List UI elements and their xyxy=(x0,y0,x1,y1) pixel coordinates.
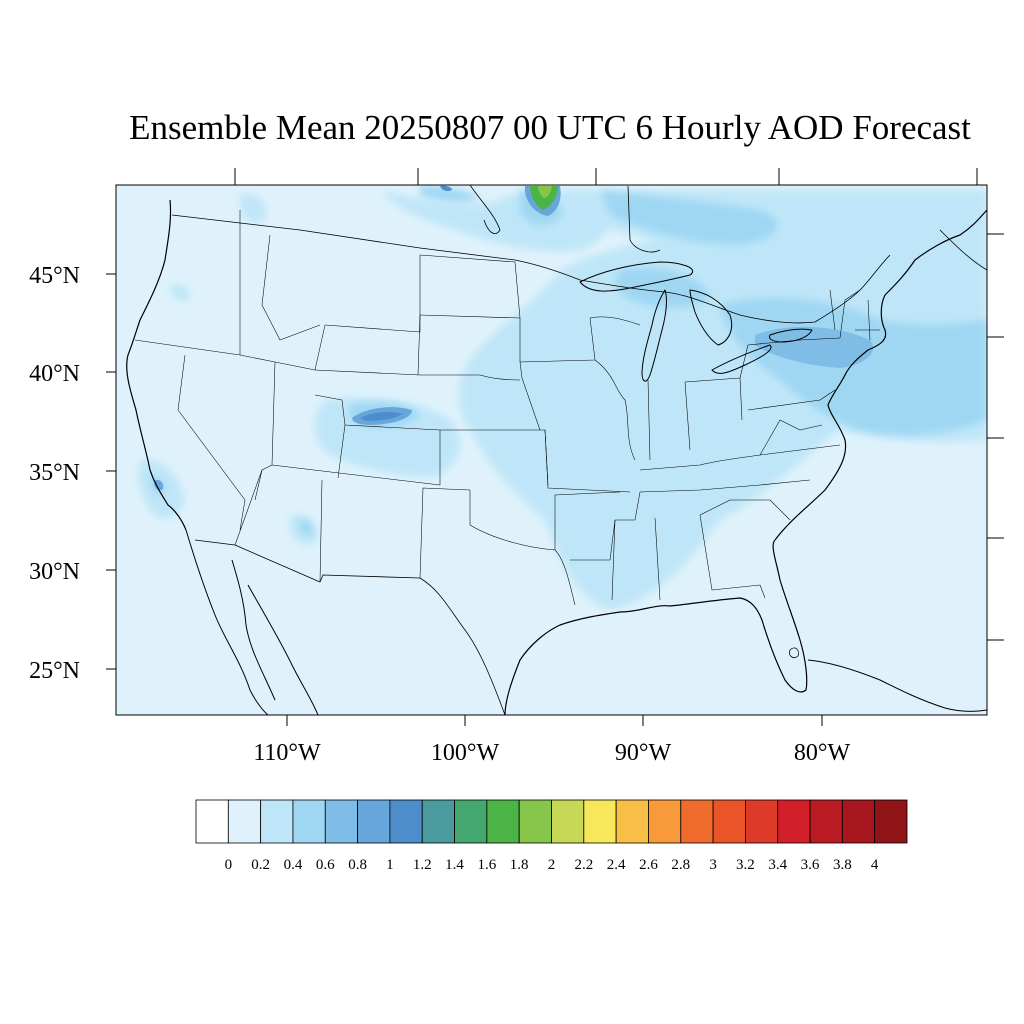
colorbar-label: 2.6 xyxy=(639,857,658,873)
aod-high-regions xyxy=(154,185,874,491)
colorbar-label: 0.8 xyxy=(348,857,367,873)
map-boundaries xyxy=(126,185,987,715)
colorbar-swatch xyxy=(809,799,843,844)
aod-contours xyxy=(138,185,987,610)
longitude-labels: 110°W 100°W 90°W 80°W xyxy=(253,740,850,766)
map-title: Ensemble Mean 20250807 00 UTC 6 Hourly A… xyxy=(129,108,971,147)
colorbar-label: 3 xyxy=(709,857,717,873)
mexico-west-coastline xyxy=(247,584,319,715)
colorbar-swatch xyxy=(324,799,358,844)
colorbar-swatch xyxy=(648,799,682,844)
colorbar-label: 3.6 xyxy=(801,857,820,873)
lake-ontario xyxy=(769,328,813,343)
baja-coastline xyxy=(185,529,269,715)
colorbar-label: 3.2 xyxy=(736,857,755,873)
colorbar-swatch xyxy=(227,799,262,844)
colorbar-swatch xyxy=(421,799,455,844)
colorbar-label: 3.4 xyxy=(768,857,787,873)
atlantic-coastline xyxy=(774,209,987,541)
colorbar-label: 1.4 xyxy=(445,857,464,873)
gulf-coastline xyxy=(504,539,808,715)
colorbar-swatch xyxy=(195,799,229,844)
canada-border xyxy=(171,214,891,324)
colorbar-label: 1 xyxy=(386,857,394,873)
map-frame xyxy=(115,184,988,716)
colorbar-label: 2.2 xyxy=(574,857,593,873)
colorbar-swatch xyxy=(680,799,714,844)
lake-superior xyxy=(579,261,693,292)
colorbar-swatch xyxy=(551,799,585,844)
latitude-labels: 45°N 40°N 35°N 30°N 25°N xyxy=(29,263,80,684)
lat-label: 45°N xyxy=(29,263,80,289)
lat-label: 40°N xyxy=(29,361,80,387)
colorbar-label: 0.4 xyxy=(284,857,303,873)
colorbar-label: 1.2 xyxy=(413,857,432,873)
colorbar-label: 2.8 xyxy=(671,857,690,873)
state-lines xyxy=(134,210,880,606)
colorbar-swatch xyxy=(777,799,811,844)
colorbar-swatch xyxy=(357,799,391,844)
colorbar-swatch xyxy=(260,799,294,844)
colorbar-label: 4 xyxy=(871,857,879,873)
colorbar-label: 2.4 xyxy=(607,857,626,873)
colorbar-swatch xyxy=(712,799,746,844)
lon-label: 90°W xyxy=(615,740,672,766)
colorbar-label: 3.8 xyxy=(833,857,852,873)
colorbar-swatch xyxy=(874,799,908,844)
colorbar-label: 0.2 xyxy=(251,857,270,873)
lake-huron xyxy=(689,289,733,346)
colorbar-labels: 0 0.2 0.4 0.6 0.8 1 1.2 1.4 1.6 1.8 2 2.2 2.4 2.6 2.8 3… xyxy=(225,857,879,873)
colorbar-swatch xyxy=(615,799,649,844)
west-coastline xyxy=(126,199,187,531)
colorbar xyxy=(195,799,908,844)
colorbar-swatch xyxy=(745,799,779,844)
colorbar-label: 0.6 xyxy=(316,857,335,873)
colorbar-swatch xyxy=(518,799,552,844)
lake-michigan xyxy=(641,289,667,382)
colorbar-swatch xyxy=(583,799,617,844)
lat-label: 35°N xyxy=(29,460,80,486)
map-tick-marks xyxy=(106,168,1004,726)
lon-label: 100°W xyxy=(431,740,500,766)
colorbar-label: 2 xyxy=(548,857,556,873)
lake-erie xyxy=(711,344,772,374)
lat-label: 30°N xyxy=(29,559,80,585)
cuba-coastline xyxy=(807,659,987,712)
colorbar-swatch xyxy=(486,799,520,844)
colorbar-swatch xyxy=(292,799,326,844)
mexico-border xyxy=(194,539,506,715)
colorbar-swatch xyxy=(841,799,876,844)
lon-label: 80°W xyxy=(794,740,851,766)
colorbar-label: 0 xyxy=(225,857,233,873)
colorbar-label: 1.8 xyxy=(510,857,529,873)
colorbar-swatch xyxy=(454,799,488,844)
colorbar-label: 1.6 xyxy=(477,857,496,873)
lat-label: 25°N xyxy=(29,658,80,684)
colorbar-swatch xyxy=(389,799,423,844)
lon-label: 110°W xyxy=(253,740,321,766)
